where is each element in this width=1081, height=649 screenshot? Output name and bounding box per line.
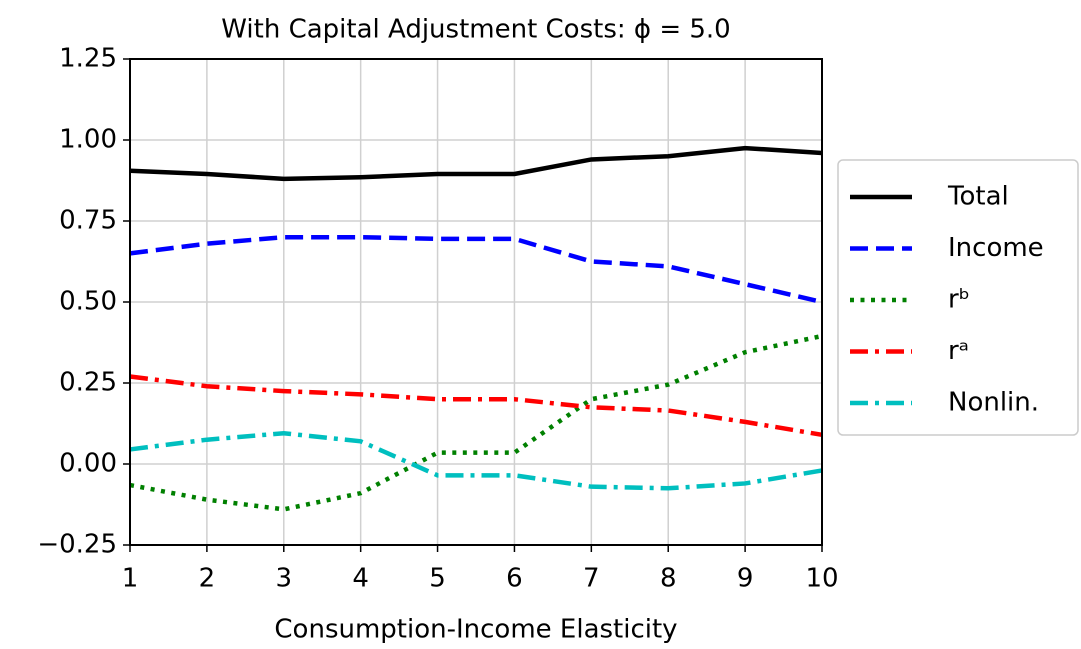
legend: Total Income rᵇ rᵃ Nonlin. — [837, 159, 1079, 436]
y-tick-label: 0.75 — [59, 206, 117, 236]
x-tick-label: 8 — [660, 564, 677, 594]
plot-frame — [129, 58, 823, 546]
legend-label: Total — [947, 182, 1009, 212]
x-tick-label: 1 — [122, 564, 139, 594]
series-line — [129, 333, 823, 512]
x-tick-label: 4 — [352, 564, 369, 594]
y-tick-label: 0.25 — [59, 368, 117, 398]
legend-box — [837, 159, 1079, 436]
x-tick-label: 2 — [199, 564, 216, 594]
y-tick-label: 0.50 — [59, 287, 117, 317]
series-line — [129, 374, 823, 438]
series-line — [129, 430, 823, 491]
x-axis-label: Consumption-Income Elasticity — [274, 615, 677, 645]
legend-label: rᵃ — [948, 336, 969, 366]
y-tick-label: −0.25 — [37, 530, 117, 560]
y-tick-label: 1.00 — [59, 125, 117, 155]
x-tick-label: 10 — [805, 564, 838, 594]
series-line — [129, 234, 823, 305]
legend-label: Nonlin. — [948, 388, 1039, 418]
y-tick-label: 1.25 — [59, 44, 117, 74]
series-line — [129, 145, 823, 182]
x-tick-label: 6 — [506, 564, 523, 594]
x-tick-label: 7 — [583, 564, 600, 594]
x-tick-label: 9 — [737, 564, 754, 594]
x-tick-label: 3 — [276, 564, 293, 594]
legend-label: rᵇ — [948, 285, 970, 315]
x-tick-label: 5 — [429, 564, 446, 594]
y-tick-label: 0.00 — [59, 449, 117, 479]
chart-title: With Capital Adjustment Costs: ϕ = 5.0 — [221, 15, 730, 45]
legend-label: Income — [948, 233, 1044, 263]
